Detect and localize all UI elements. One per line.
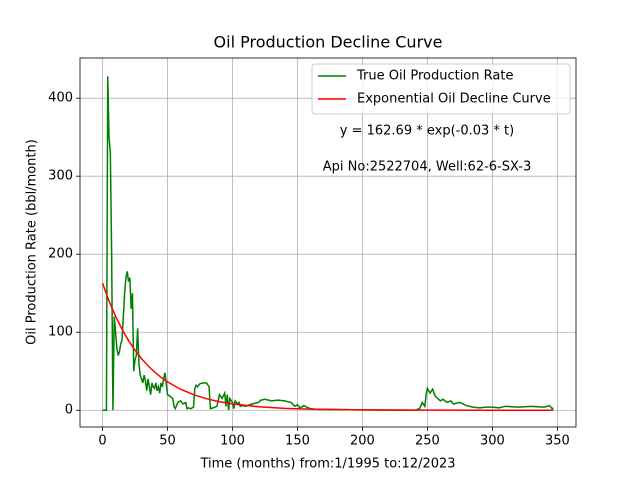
x-tick-label: 0 [98, 434, 106, 449]
y-tick-label: 400 [48, 91, 73, 106]
data-line [101, 283, 554, 411]
x-tick-label: 150 [285, 434, 310, 449]
x-tick-label: 200 [350, 434, 375, 449]
data-line [102, 76, 554, 411]
plot [101, 76, 554, 411]
chart-title: Oil Production Decline Curve [214, 33, 443, 52]
x-tick-label: 350 [545, 434, 570, 449]
x-tick-label: 50 [159, 434, 176, 449]
annotation: y = 162.69 * exp(-0.03 * t) [340, 124, 514, 139]
y-tick-label: 300 [48, 169, 73, 184]
x-tick-label: 300 [480, 434, 505, 449]
y-tick-label: 200 [48, 247, 73, 262]
x-axis-label: Time (months) from:1/1995 to:12/2023 [199, 457, 455, 472]
y-tick-label: 100 [48, 325, 73, 340]
x-tick-label: 250 [415, 434, 440, 449]
legend-box [311, 63, 571, 115]
annotation: Api No:2522704, Well:62-6-SX-3 [323, 160, 531, 175]
legend-label: Exponential Oil Decline Curve [357, 92, 551, 107]
axes-frame [79, 57, 577, 428]
legend: True Oil Production Rate Exponential Oil … [311, 63, 571, 115]
y-axis-label: Oil Production Rate (bbl/month) [25, 139, 40, 345]
legend-label: True Oil Production Rate [356, 69, 513, 84]
y-tick-label: 0 [65, 403, 73, 418]
x-tick-label: 100 [220, 434, 245, 449]
